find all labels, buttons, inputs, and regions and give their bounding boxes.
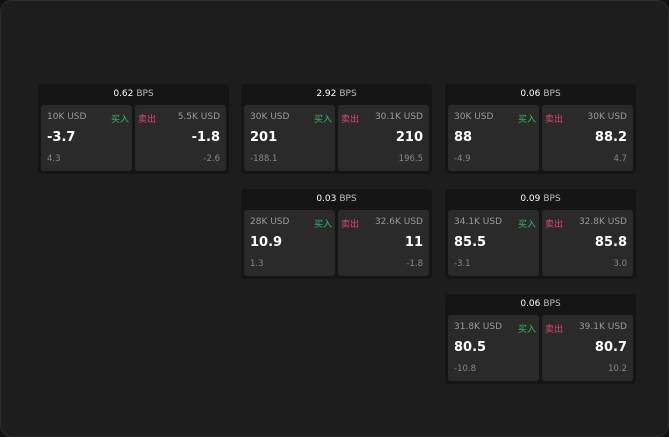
spread-unit: BPS	[339, 89, 357, 99]
buy-amount: 31.8K USD	[454, 322, 503, 332]
sell-amount: 32.6K USD	[374, 217, 423, 227]
spread-header: 0.06 BPS	[445, 84, 636, 105]
sell-price: 80.7	[594, 340, 627, 355]
sell-panel[interactable]: 30K USD 卖出 88.2 4.7	[542, 105, 633, 171]
sell-label: 卖出	[545, 325, 564, 335]
quote-card: 0.03 BPS 28K USD 买入 10.9 1.3 32.6K USD 卖出…	[241, 189, 432, 279]
sell-label: 卖出	[545, 115, 564, 125]
buy-change: 1.3	[250, 259, 264, 269]
quote-card: 0.06 BPS 30K USD 买入 88 -4.9 30K USD 卖出 88…	[445, 84, 636, 174]
spread-value: 0.06	[520, 299, 541, 309]
buy-change: 4.3	[47, 154, 61, 164]
buy-label: 买入	[313, 220, 332, 230]
quote-card: 2.92 BPS 30K USD 买入 201 -188.1 30.1K USD …	[241, 84, 432, 174]
buy-panel[interactable]: 31.8K USD 买入 80.5 -10.8	[448, 315, 539, 381]
sell-change: -1.8	[406, 259, 423, 269]
sell-change: -2.6	[203, 154, 220, 164]
spread-unit: BPS	[543, 194, 561, 204]
sell-amount: 32.8K USD	[578, 217, 627, 227]
sell-amount: 5.5K USD	[177, 112, 220, 122]
buy-panel[interactable]: 30K USD 买入 88 -4.9	[448, 105, 539, 171]
spread-header: 0.06 BPS	[445, 294, 636, 315]
buy-label: 买入	[517, 115, 536, 125]
spread-header: 0.03 BPS	[241, 189, 432, 210]
sell-change: 196.5	[398, 154, 423, 164]
sell-label: 卖出	[341, 220, 360, 230]
spread-unit: BPS	[136, 89, 154, 99]
buy-change: -10.8	[454, 364, 476, 374]
buy-price: 10.9	[250, 235, 283, 250]
spread-header: 2.92 BPS	[241, 84, 432, 105]
spread-unit: BPS	[339, 194, 357, 204]
spread-unit: BPS	[543, 299, 561, 309]
sell-price: -1.8	[191, 130, 220, 145]
buy-change: -188.1	[250, 154, 278, 164]
spread-header: 0.09 BPS	[445, 189, 636, 210]
buy-panel[interactable]: 34.1K USD 买入 85.5 -3.1	[448, 210, 539, 276]
spread-value: 0.62	[113, 89, 134, 99]
quote-card: 0.06 BPS 31.8K USD 买入 80.5 -10.8 39.1K US…	[445, 294, 636, 384]
sell-label: 卖出	[545, 220, 564, 230]
buy-panel[interactable]: 30K USD 买入 201 -188.1	[244, 105, 335, 171]
sell-panel[interactable]: 30.1K USD 卖出 210 196.5	[338, 105, 429, 171]
spread-value: 0.03	[316, 194, 337, 204]
sell-price: 11	[404, 235, 423, 250]
sell-change: 3.0	[613, 259, 627, 269]
buy-amount: 30K USD	[250, 112, 290, 122]
buy-change: -3.1	[454, 259, 471, 269]
buy-amount: 28K USD	[250, 217, 290, 227]
sell-panel[interactable]: 39.1K USD 卖出 80.7 10.2	[542, 315, 633, 381]
sell-price: 85.8	[594, 235, 627, 250]
spread-value: 2.92	[316, 89, 337, 99]
buy-amount: 10K USD	[47, 112, 87, 122]
sell-panel[interactable]: 32.8K USD 卖出 85.8 3.0	[542, 210, 633, 276]
buy-label: 买入	[313, 115, 332, 125]
buy-panel[interactable]: 28K USD 买入 10.9 1.3	[244, 210, 335, 276]
quote-card: 0.09 BPS 34.1K USD 买入 85.5 -3.1 32.8K USD…	[445, 189, 636, 279]
sell-amount: 30.1K USD	[374, 112, 423, 122]
sell-change: 4.7	[613, 154, 627, 164]
buy-label: 买入	[517, 325, 536, 335]
spread-header: 0.62 BPS	[38, 84, 229, 105]
buy-price: -3.7	[47, 130, 76, 145]
buy-panel[interactable]: 10K USD 买入 -3.7 4.3	[41, 105, 132, 171]
spread-value: 0.09	[520, 194, 541, 204]
sell-price: 210	[395, 130, 423, 145]
buy-price: 85.5	[454, 235, 487, 250]
buy-price: 201	[250, 130, 278, 145]
quote-card: 0.62 BPS 10K USD 买入 -3.7 4.3 5.5K USD 卖出 …	[38, 84, 229, 174]
buy-change: -4.9	[454, 154, 471, 164]
sell-label: 卖出	[341, 115, 360, 125]
sell-label: 卖出	[138, 115, 157, 125]
buy-label: 买入	[517, 220, 536, 230]
buy-price: 88	[454, 130, 473, 145]
buy-amount: 34.1K USD	[454, 217, 503, 227]
sell-change: 10.2	[608, 364, 627, 374]
sell-panel[interactable]: 32.6K USD 卖出 11 -1.8	[338, 210, 429, 276]
buy-amount: 30K USD	[454, 112, 494, 122]
sell-amount: 39.1K USD	[578, 322, 627, 332]
buy-label: 买入	[110, 115, 129, 125]
sell-price: 88.2	[594, 130, 627, 145]
spread-unit: BPS	[543, 89, 561, 99]
buy-price: 80.5	[454, 340, 487, 355]
sell-amount: 30K USD	[587, 112, 627, 122]
sell-panel[interactable]: 5.5K USD 卖出 -1.8 -2.6	[135, 105, 226, 171]
spread-value: 0.06	[520, 89, 541, 99]
